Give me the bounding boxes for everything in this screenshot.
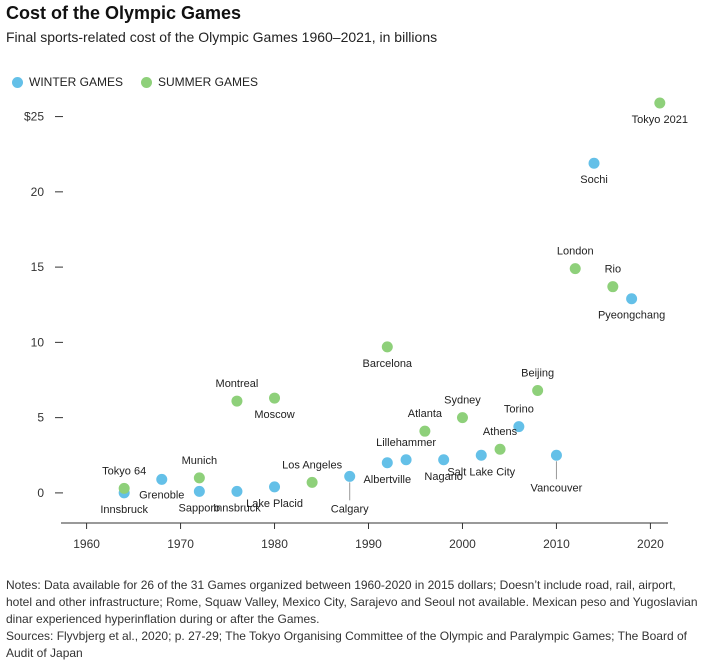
x-tick-label: 1990 — [355, 537, 382, 551]
data-label-winter: Innsbruck — [100, 504, 148, 516]
data-point-winter — [156, 473, 168, 485]
data-label-summer: Rio — [605, 264, 622, 276]
sources-text: Sources: Flyvbjerg et al., 2020; p. 27-2… — [6, 629, 687, 660]
data-point-summer — [419, 425, 431, 437]
data-label-summer: Barcelona — [363, 358, 413, 370]
legend-item-summer: SUMMER GAMES — [141, 75, 258, 89]
data-label-winter: Innsbruck — [213, 502, 261, 514]
data-point-winter — [550, 449, 562, 461]
data-label-winter: Lillehammer — [376, 437, 436, 449]
data-point-winter — [626, 293, 638, 305]
legend-swatch-winter — [12, 76, 23, 88]
data-label-winter: Torino — [504, 404, 534, 416]
data-label-winter: Nagano — [424, 471, 463, 483]
legend-label-summer: SUMMER GAMES — [158, 75, 259, 89]
y-tick-label: 5 — [37, 411, 44, 425]
x-tick-label: 1980 — [261, 537, 288, 551]
legend-label-winter: WINTER GAMES — [29, 75, 124, 89]
data-label-winter: Grenoble — [139, 489, 184, 501]
data-label-summer: Munich — [182, 455, 217, 467]
data-label-winter: Sochi — [580, 174, 608, 186]
data-point-summer — [193, 472, 205, 484]
legend: WINTER GAMES SUMMER GAMES — [12, 75, 276, 89]
chart-title: Cost of the Olympic Games — [6, 3, 242, 23]
data-label-summer: Montreal — [216, 378, 259, 390]
data-label-winter: Sapporo — [179, 502, 221, 514]
data-point-winter — [400, 454, 412, 466]
data-point-summer — [381, 341, 393, 353]
data-label-winter: Salt Lake City — [447, 466, 515, 478]
data-label-summer: Athens — [483, 426, 518, 438]
data-point-winter — [231, 485, 243, 497]
data-label-summer: Moscow — [254, 409, 294, 421]
data-point-winter — [344, 470, 356, 482]
y-tick-label: 10 — [31, 335, 45, 349]
data-point-summer — [269, 392, 281, 404]
data-point-summer — [607, 281, 619, 293]
data-point-winter — [438, 454, 450, 466]
data-label-winter: Lake Placid — [246, 498, 303, 510]
data-point-summer — [532, 385, 544, 397]
data-label-winter: Pyeongchang — [598, 310, 665, 322]
data-label-summer: Tokyo 64 — [102, 465, 146, 477]
data-point-summer — [456, 412, 468, 424]
notes-text: Notes: Data available for 26 of the 31 G… — [6, 578, 698, 626]
legend-swatch-summer — [141, 76, 153, 88]
data-point-summer — [654, 97, 666, 109]
data-point-summer — [569, 263, 581, 275]
data-point-summer — [118, 482, 130, 494]
data-label-summer: London — [557, 246, 594, 258]
data-point-summer — [231, 395, 243, 407]
data-label-summer: Atlanta — [408, 408, 443, 420]
legend-item-winter: WINTER GAMES — [12, 75, 123, 89]
y-tick-label: 0 — [37, 486, 44, 500]
data-label-summer: Tokyo 2021 — [632, 114, 688, 126]
data-label-winter: Calgary — [331, 503, 369, 515]
data-label-summer: Beijing — [521, 368, 554, 380]
data-label-summer: Sydney — [444, 395, 481, 407]
y-tick-label: $25 — [24, 110, 44, 124]
data-point-winter — [513, 421, 525, 433]
chart-subtitle: Final sports-related cost of the Olympic… — [6, 29, 438, 45]
x-tick-label: 2020 — [637, 537, 664, 551]
data-label-winter: Vancouver — [531, 482, 583, 494]
x-tick-label: 2000 — [449, 537, 476, 551]
footnotes: Notes: Data available for 26 of the 31 G… — [6, 577, 698, 662]
data-point-summer — [494, 443, 506, 455]
data-label-summer: Los Angeles — [282, 459, 342, 471]
data-point-winter — [381, 457, 393, 469]
x-tick-label: 1970 — [167, 537, 194, 551]
scatter-plot: 1960 1970 1980 1990 2000 2010 2020 0 5 10 15 20 $25 I… — [24, 97, 688, 551]
x-tick-label: 1960 — [73, 537, 100, 551]
y-tick-label: 15 — [31, 260, 45, 274]
data-point-winter — [588, 157, 600, 169]
data-label-winter: Albertville — [363, 474, 411, 486]
data-point-summer — [306, 476, 318, 488]
data-point-winter — [193, 485, 205, 497]
y-tick-label: 20 — [31, 185, 45, 199]
data-point-winter — [475, 449, 487, 461]
x-tick-label: 2010 — [543, 537, 570, 551]
data-point-winter — [269, 481, 281, 493]
